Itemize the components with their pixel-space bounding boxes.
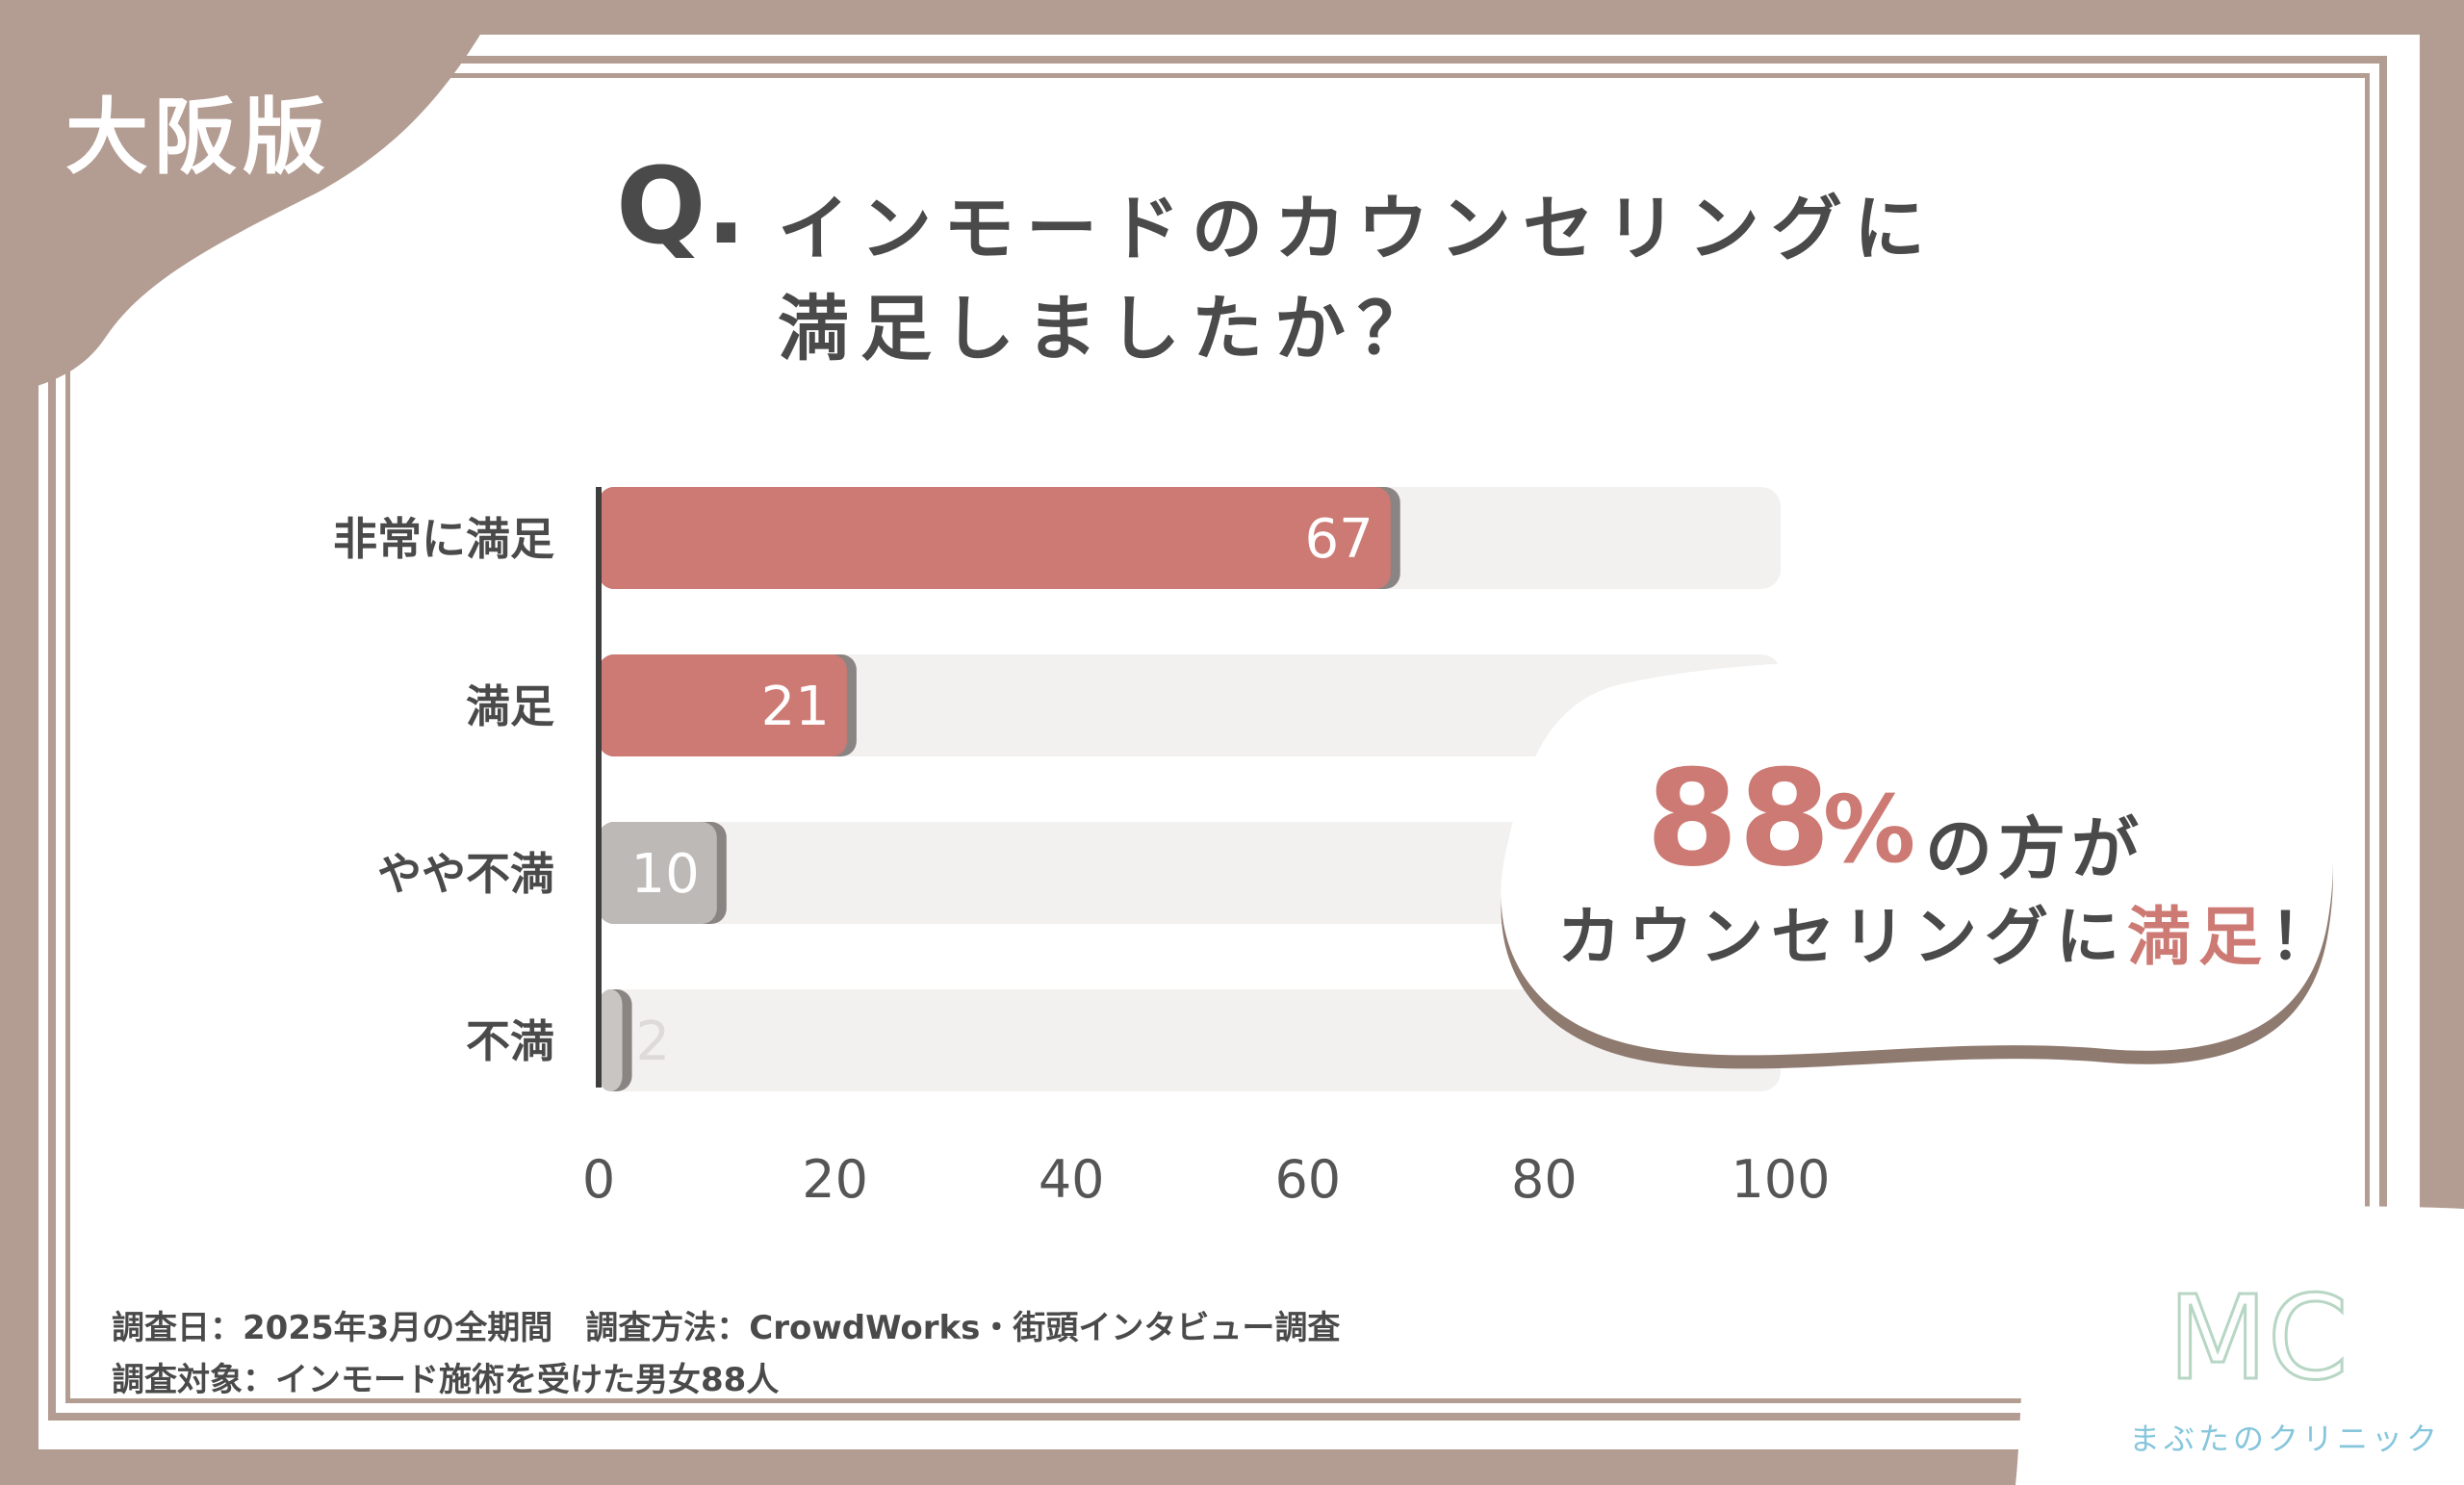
callout-line-1-suffix: の方が [1925,809,2144,888]
callout-line-2-suffix: ！ [2270,900,2341,974]
bar [599,487,1391,589]
callout-percent-sign: % [1823,776,1916,883]
category-label: 満足 [466,680,554,732]
logo-mark: MC [2168,1272,2348,1406]
callout-line-2: カウンセリングに満足！ [1557,885,2341,978]
category-label: 非常に満足 [333,513,554,565]
callout-bubble [1501,661,2333,1069]
callout-highlight-word: 満足 [2127,900,2270,974]
survey-footnote-1: 調査日：2025年3月の全期間 調査方法：CrowdWorks・街頭インタビュー… [112,1309,1341,1347]
x-tick-label: 100 [1731,1149,1830,1210]
outer-frame-border [48,56,2387,1421]
bar [599,822,717,924]
data-label: 2 [636,1011,671,1073]
data-label: 10 [631,843,700,906]
callout-percent-value: 88 [1646,741,1832,896]
bar [599,989,623,1091]
bar-track [599,654,1781,756]
inner-frame-border [65,73,2370,1403]
bar-track [599,822,1781,924]
x-tick-label: 80 [1511,1149,1578,1210]
question-line-2: 満足しましたか？ [778,288,1440,371]
region-corner-badge [0,0,500,395]
question-mark-label: Q. [616,144,747,268]
category-label: やや不満 [377,848,554,900]
bar [599,654,847,756]
category-label: 不満 [466,1015,554,1067]
survey-footnote-2: 調査対象：インモード施術を受けた男女88人 [112,1361,780,1399]
x-tick-label: 20 [802,1149,868,1210]
region-badge-text: 大阪版 [65,90,331,186]
data-label: 21 [761,676,830,738]
callout-line-2-prefix: カウンセリングに [1557,900,2127,974]
x-tick-label: 60 [1274,1149,1341,1210]
question-line-1: インモードのカウンセリングに [778,188,1937,270]
clinic-name: まぶたのクリニック [2129,1421,2442,1457]
x-tick-label: 40 [1039,1149,1105,1210]
bar-track [599,989,1781,1091]
data-label: 67 [1304,508,1373,571]
clinic-logo: MC [2015,1206,2464,1485]
x-tick-label: 0 [582,1149,615,1210]
